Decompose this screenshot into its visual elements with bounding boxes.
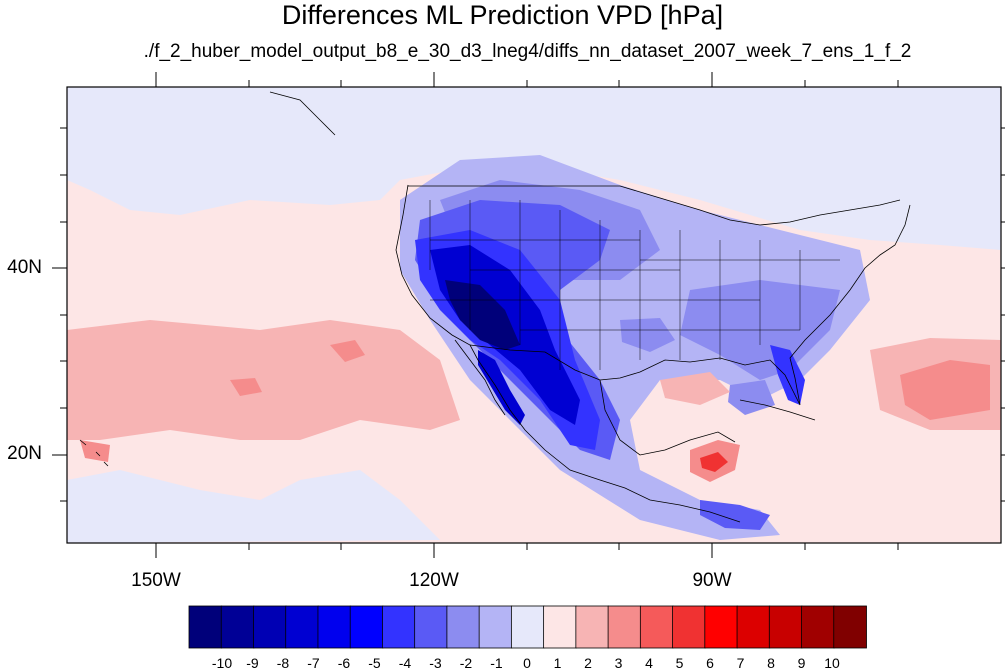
- colorbar-label: -6: [337, 655, 351, 671]
- colorbar-label: -10: [211, 655, 233, 671]
- region-southwest-maximum: [445, 280, 520, 350]
- colorbar-swatch: [607, 605, 642, 649]
- colorbar-swatch: [672, 605, 706, 649]
- coastline-cuba: [739, 399, 816, 421]
- colorbar-swatch: [833, 605, 867, 649]
- colorbar-swatch: [478, 605, 513, 649]
- lon-label-90w: 90W: [692, 570, 732, 591]
- colorbar-label: -2: [459, 655, 473, 671]
- lon-label-120w: 120W: [409, 570, 459, 591]
- colorbar-swatch: [382, 605, 416, 649]
- region-north-negative: [67, 87, 1001, 250]
- colorbar-label: 0: [523, 655, 531, 671]
- map-subtitle: ./f_2_huber_model_output_b8_e_30_d3_lneg…: [143, 41, 912, 62]
- axis-ticks: [52, 72, 1005, 558]
- region-atlantic-positive-core: [900, 360, 990, 420]
- region-west-pacific-positive: [230, 378, 262, 396]
- region-hawaii-positive: [80, 440, 110, 462]
- lon-label-150w: 150W: [131, 570, 181, 591]
- colorbar-label: -1: [490, 655, 503, 671]
- colorbar-label: 9: [797, 655, 806, 671]
- colorbar-label: -4: [398, 655, 412, 671]
- border-canada-us: [408, 185, 901, 226]
- coastlines: [79, 91, 911, 523]
- region-florida: [770, 345, 805, 405]
- colorbar-swatch: [414, 605, 448, 649]
- colorbar-label: -8: [276, 655, 290, 671]
- colorbar-swatch: [349, 605, 384, 649]
- region-texas-negative: [620, 318, 675, 352]
- region-central-america-negative: [700, 500, 770, 530]
- colorbar: [188, 605, 867, 649]
- colorbar-label: 1: [553, 655, 562, 671]
- colorbar-label: -5: [368, 655, 381, 671]
- region-subtropical-positive: [67, 320, 460, 440]
- coastline-alaska-panhandle: [269, 91, 336, 136]
- colorbar-swatch: [543, 605, 577, 649]
- colorbar-swatch: [575, 605, 609, 649]
- colorbar-swatch: [317, 605, 352, 649]
- colorbar-label: -7: [307, 655, 320, 671]
- coastline-baja: [454, 339, 506, 416]
- colorbar-label: 2: [584, 655, 592, 671]
- region-yucatan-core: [700, 452, 728, 472]
- colorbar-swatch: [704, 605, 738, 649]
- colorbar-swatch: [220, 605, 255, 649]
- region-east-pacific-negative: [67, 470, 440, 543]
- colorbar-swatch: [639, 605, 674, 649]
- lat-label-40n: 40N: [7, 257, 42, 278]
- colorbar-label: 8: [767, 655, 775, 671]
- colorbar-swatch: [510, 605, 545, 649]
- coastline-mexico-gulf: [599, 379, 736, 456]
- colorbar-swatch: [768, 605, 803, 649]
- colorbar-label: -3: [429, 655, 442, 671]
- lat-label-20n: 20N: [7, 443, 42, 464]
- colorbar-label: 3: [614, 655, 623, 671]
- colorbar-swatch: [801, 605, 835, 649]
- coastline-gulf: [599, 204, 911, 406]
- map-title: Differences ML Prediction VPD [hPa]: [281, 0, 724, 30]
- colorbar-label: 4: [645, 655, 653, 671]
- colorbar-label: 6: [706, 655, 714, 671]
- colorbar-label: -9: [246, 655, 259, 671]
- region-baja-positive: [330, 340, 365, 362]
- colorbar-label: 5: [675, 655, 684, 671]
- colorbar-swatch: [285, 605, 319, 649]
- region-baja-peninsula: [478, 350, 525, 425]
- coastline-west: [395, 184, 741, 523]
- region-gulf-positive: [660, 372, 730, 405]
- region-gulf-negative: [728, 380, 775, 415]
- border-us-mexico: [469, 344, 601, 381]
- colorbar-swatch: [446, 605, 481, 649]
- colorbar-label: 10: [824, 655, 840, 671]
- state-lines: [429, 200, 840, 370]
- colorbar-swatch: [736, 605, 771, 649]
- colorbar-swatch: [253, 605, 287, 649]
- data-field: [67, 87, 1001, 543]
- colorbar-swatch: [188, 605, 223, 649]
- coastline-hawaii: [79, 439, 109, 467]
- colorbar-label: 7: [736, 655, 745, 671]
